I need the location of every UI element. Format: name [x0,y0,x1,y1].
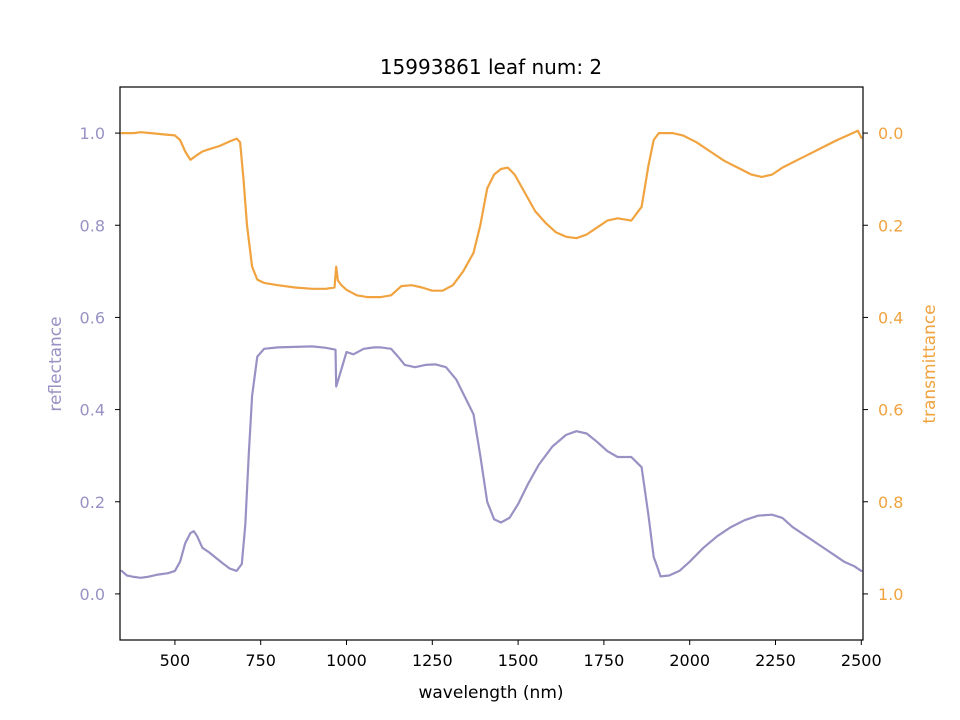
plot-frame [119,86,864,641]
x-tick-label: 2000 [669,651,710,670]
right-tick-label: 0.2 [878,216,903,235]
right-tick-label: 1.0 [878,585,903,604]
reflectance-line [120,345,863,579]
chart-title: 15993861 leaf num: 2 [380,55,602,79]
left-tick-label: 0.8 [80,216,105,235]
right-axis-title: transmittance [920,304,940,423]
left-tick-label: 0.4 [80,401,105,420]
right-tick-label: 0.8 [878,493,903,512]
left-tick-label: 1.0 [80,124,105,143]
left-tick-label: 0.0 [80,585,105,604]
x-tick-label: 2250 [755,651,796,670]
right-tick-label: 0.6 [878,401,903,420]
x-tick-label: 2500 [841,651,882,670]
left-axis-title: reflectance [46,316,66,411]
x-axis-title: wavelength (nm) [418,683,563,703]
transmittance-line [120,129,863,299]
right-tick-label: 0.4 [878,308,903,327]
left-tick-label: 0.2 [80,493,105,512]
plot-lines [120,129,863,579]
x-axis-ticks: 500 750 1000 1250 1500 1750 2000 2250 2500 [160,640,882,670]
right-tick-label: 0.0 [878,124,903,143]
x-tick-label: 1500 [498,651,539,670]
x-tick-label: 1000 [326,651,367,670]
x-tick-label: 500 [160,651,191,670]
left-axis-ticks: 0.0 0.2 0.4 0.6 0.8 1.0 [80,124,120,604]
right-axis-ticks: 0.0 0.2 0.4 0.6 0.8 1.0 [863,124,903,604]
left-tick-label: 0.6 [80,308,105,327]
x-tick-label: 1750 [584,651,625,670]
x-tick-label: 750 [245,651,276,670]
x-tick-label: 1250 [412,651,453,670]
